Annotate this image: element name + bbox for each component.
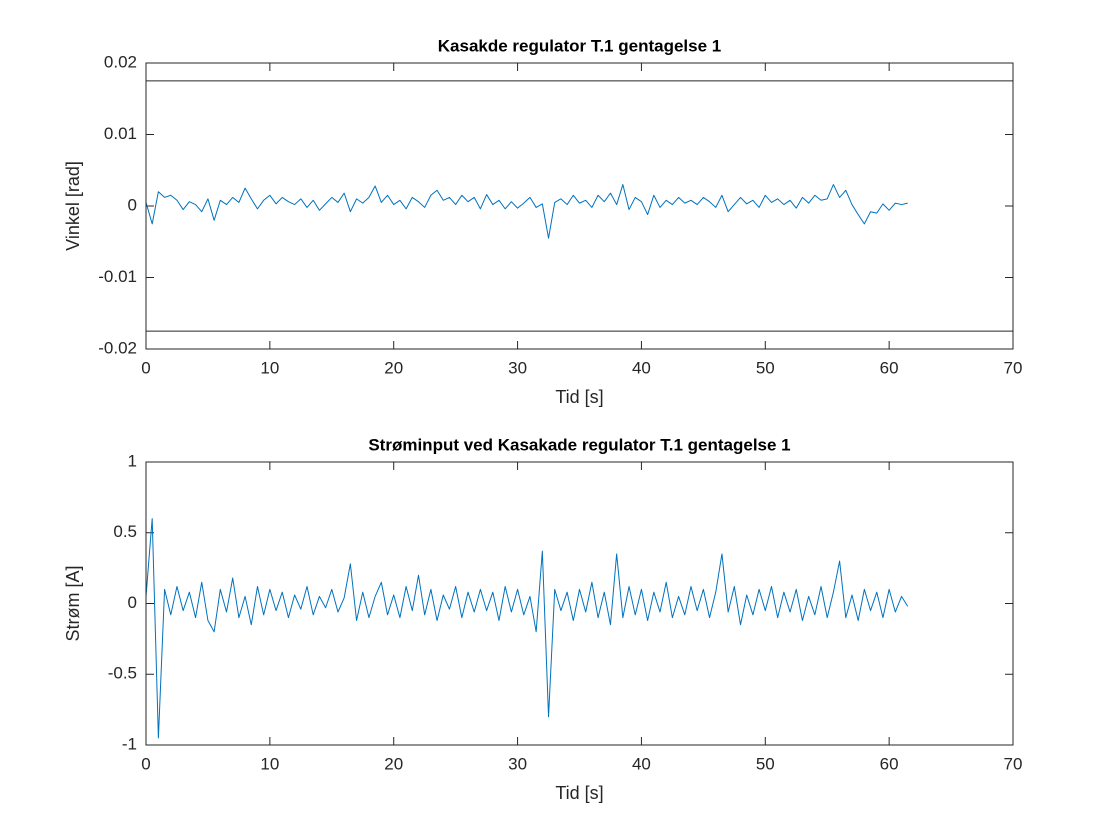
x-tick-label: 60 xyxy=(880,754,899,773)
x-tick-label: 20 xyxy=(384,754,403,773)
x-tick-label: 60 xyxy=(880,358,899,377)
axes-box xyxy=(145,62,1014,350)
x-tick-label: 10 xyxy=(260,358,279,377)
x-tick-label: 30 xyxy=(508,358,527,377)
x-tick-label: 20 xyxy=(384,358,403,377)
x-tick-label: 0 xyxy=(141,358,150,377)
y-tick-label: -0.02 xyxy=(98,338,137,357)
x-tick-label: 10 xyxy=(260,754,279,773)
data-line xyxy=(145,184,908,239)
y-tick-label: -1 xyxy=(122,734,137,753)
x-tick-label: 30 xyxy=(508,754,527,773)
chart-title: Strøminput ved Kasakade regulator T.1 ge… xyxy=(368,435,790,454)
x-tick-label: 50 xyxy=(756,754,775,773)
y-tick-label: 0.5 xyxy=(113,522,137,541)
y-tick-label: 1 xyxy=(128,451,137,470)
axes-background xyxy=(146,462,1013,745)
y-tick-label: 0 xyxy=(128,195,137,214)
data-line xyxy=(145,518,909,739)
x-axis-label: Tid [s] xyxy=(555,783,603,803)
y-tick-label: 0.01 xyxy=(104,124,137,143)
y-axis-label: Strøm [A] xyxy=(63,566,83,642)
y-tick-label: 0 xyxy=(128,593,137,612)
y-tick-label: -0.01 xyxy=(98,267,137,286)
x-tick-label: 0 xyxy=(141,754,150,773)
x-tick-label: 40 xyxy=(632,754,651,773)
axes-box xyxy=(145,461,1014,746)
axes-background xyxy=(146,63,1013,349)
y-axis-label: Vinkel [rad] xyxy=(63,161,83,251)
x-axis-label: Tid [s] xyxy=(555,387,603,407)
y-tick-label: -0.5 xyxy=(108,664,137,683)
chart-title: Kasakde regulator T.1 gentagelse 1 xyxy=(438,36,721,55)
x-tick-label: 70 xyxy=(1004,754,1023,773)
x-tick-label: 50 xyxy=(756,358,775,377)
x-tick-label: 40 xyxy=(632,358,651,377)
x-tick-label: 70 xyxy=(1004,358,1023,377)
y-tick-label: 0.02 xyxy=(104,52,137,71)
